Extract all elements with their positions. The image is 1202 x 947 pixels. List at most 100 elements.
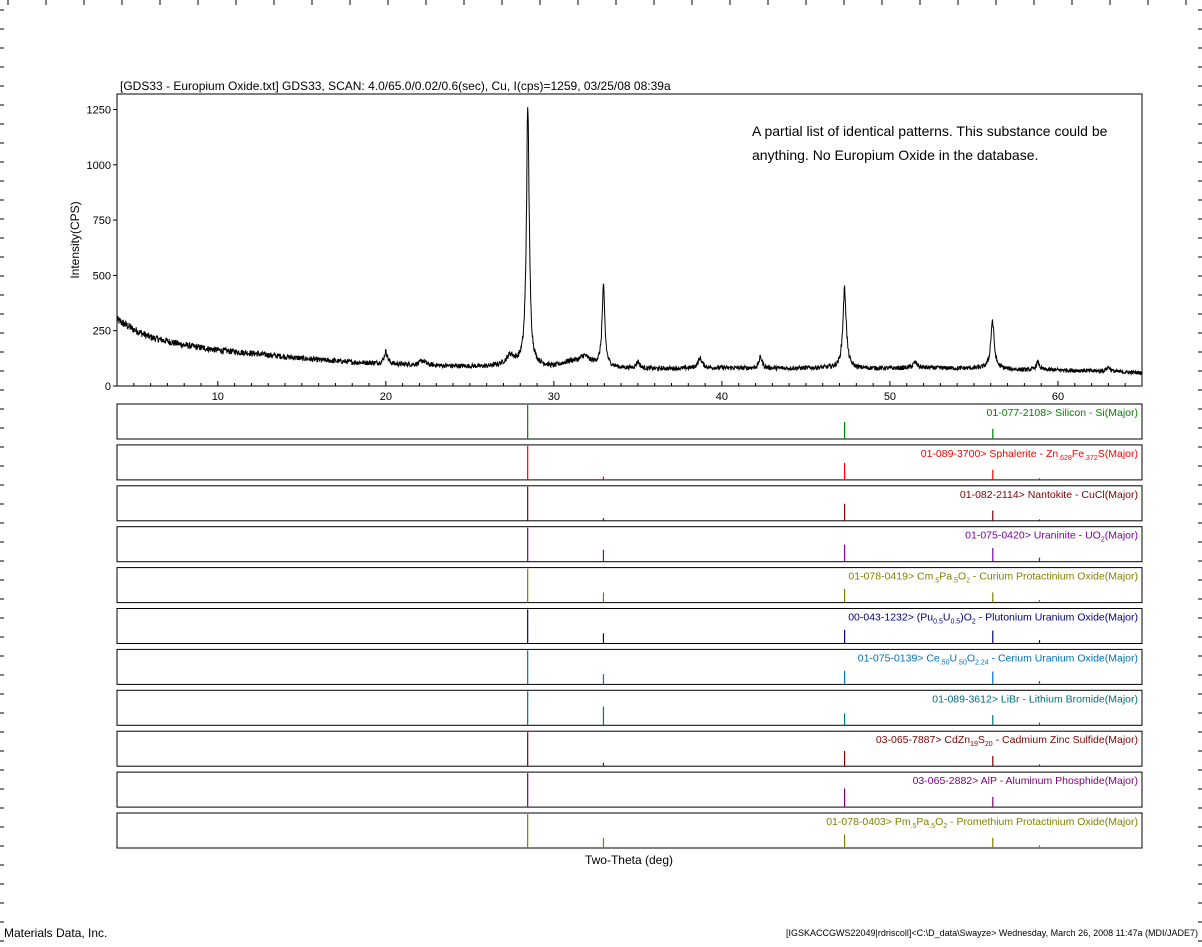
x-tick-label: 60 (1052, 391, 1064, 403)
reference-label-part: O (958, 571, 966, 583)
reference-label: 01-089-3612> LiBr - Lithium Bromide(Majo… (932, 693, 1138, 705)
y-axis-ticks: 0 250 500 750 1000 1250 (87, 104, 117, 393)
reference-pattern-panel: 03-065-7887> CdZn19S20 - Cadmium Zinc Su… (116, 730, 1143, 767)
reference-label: 01-078-0403> Pm.5Pa.5O2 - Promethium Pro… (826, 816, 1138, 830)
reference-label-part: .372 (1084, 455, 1098, 462)
x-tick-label: 50 (884, 391, 896, 403)
reference-label-part: - Plutonium Uranium Oxide(Major) (976, 612, 1138, 624)
reference-patterns: 01-077-2108> Silicon - Si(Major) 01-089-3… (116, 403, 1143, 849)
reference-label-part: 01-078-0419> Cm (848, 571, 933, 583)
reference-label: 00-043-1232> (Pu0.5U0.5)O2 - Plutonium U… (848, 612, 1138, 626)
reference-label-part: 03-065-2882> AlP - Aluminum Phosphide(Ma… (913, 775, 1138, 787)
reference-label-part: 20 (985, 741, 993, 748)
reference-pattern-panel: 01-075-0139> Ce.50U.50O2.24 - Cerium Ura… (116, 648, 1143, 685)
reference-label-part: 01-082-2114> Nantokite - CuCl(Major) (960, 489, 1138, 501)
reference-panel-frame (116, 567, 1143, 604)
reference-label-part: O (935, 816, 943, 828)
reference-label-part: .628 (1058, 455, 1072, 462)
reference-label-part: 0.5 (933, 619, 943, 626)
reference-panel-frame (116, 526, 1143, 563)
reference-panel-frame (116, 485, 1143, 522)
reference-label-part: 01-077-2108> Silicon - Si(Major) (987, 407, 1138, 419)
reference-label: 01-089-3700> Sphalerite - Zn.628Fe.372S(… (921, 448, 1138, 462)
reference-label: 03-065-7887> CdZn19S20 - Cadmium Zinc Su… (876, 734, 1138, 748)
reference-panel-frame (116, 771, 1143, 808)
reference-pattern-panel: 01-089-3612> LiBr - Lithium Bromide(Majo… (116, 689, 1143, 726)
reference-label-part: )O (960, 612, 972, 624)
reference-label: 01-082-2114> Nantokite - CuCl(Major) (960, 489, 1138, 501)
reference-label-part: 2 (1101, 537, 1105, 544)
y-axis-label: Intensity(CPS) (68, 201, 82, 278)
reference-pattern-panel: 01-075-0420> Uraninite - UO2(Major) (116, 526, 1143, 563)
reference-label-part: .5 (952, 578, 958, 585)
reference-pattern-panel: 01-089-3700> Sphalerite - Zn.628Fe.372S(… (116, 444, 1143, 481)
reference-panel-frame (116, 403, 1143, 440)
reference-label-part: .50 (940, 659, 950, 666)
reference-panel-frame (116, 648, 1143, 685)
reference-panel-frame (116, 608, 1143, 644)
reference-label-part: .50 (957, 659, 967, 666)
reference-label-part: .5 (911, 823, 917, 830)
reference-pattern-panel: 01-077-2108> Silicon - Si(Major) (116, 403, 1143, 440)
y-tick-label: 250 (93, 326, 111, 338)
reference-label-part: .5 (933, 578, 939, 585)
reference-label-part: - Cadmium Zinc Sulfide(Major) (993, 734, 1138, 746)
y-tick-label: 500 (93, 270, 111, 282)
x-axis-label: Two-Theta (deg) (585, 853, 673, 867)
reference-pattern-panel: 03-065-2882> AlP - Aluminum Phosphide(Ma… (116, 771, 1143, 808)
y-tick-label: 1000 (87, 160, 111, 172)
reference-label-part: 19 (970, 741, 978, 748)
y-tick-label: 1250 (87, 104, 111, 116)
reference-panel-frame (116, 730, 1143, 767)
reference-label-part: 2 (972, 619, 976, 626)
annotation-line-1: A partial list of identical patterns. Th… (752, 123, 1108, 139)
reference-label-part: 01-075-0139> Ce (858, 652, 940, 664)
reference-label-part: 03-065-7887> CdZn (876, 734, 970, 746)
reference-label-part: (Major) (1105, 530, 1138, 542)
y-tick-label: 750 (93, 215, 111, 227)
reference-label-part: U (943, 612, 951, 624)
reference-label-part: Fe (1072, 448, 1084, 460)
reference-panel-frame (116, 812, 1143, 849)
x-tick-label: 40 (716, 391, 728, 403)
x-tick-label: 20 (380, 391, 392, 403)
xrd-intensity-trace (116, 107, 1143, 376)
footer-path-info: [IGSKACCGWS22049|rdriscoll]<C:\D_data\Sw… (785, 928, 1198, 938)
annotation-line-2: anything. No Europium Oxide in the datab… (752, 147, 1038, 163)
reference-label-part: S(Major) (1098, 448, 1138, 460)
reference-label-part: 01-089-3700> Sphalerite - Zn (921, 448, 1059, 460)
reference-pattern-panel: 01-078-0403> Pm.5Pa.5O2 - Promethium Pro… (116, 812, 1143, 849)
reference-label: 01-078-0419> Cm.5Pa.5O2 - Curium Protact… (848, 571, 1138, 585)
reference-label-part: U (950, 652, 958, 664)
reference-label-part: O (967, 652, 975, 664)
reference-panel-frame (116, 444, 1143, 481)
reference-label: 03-065-2882> AlP - Aluminum Phosphide(Ma… (913, 775, 1138, 787)
reference-label-part: 2.24 (975, 659, 989, 666)
reference-pattern-panel: 00-043-1232> (Pu0.5U0.5)O2 - Plutonium U… (116, 608, 1143, 644)
reference-label: 01-077-2108> Silicon - Si(Major) (987, 407, 1138, 419)
x-axis-ticks: 10 20 30 40 50 60 (133, 381, 1143, 403)
reference-label-part: 2 (966, 578, 970, 585)
reference-label-part: .5 (929, 823, 935, 830)
chart-title: [GDS33 - Europium Oxide.txt] GDS33, SCAN… (120, 79, 671, 93)
reference-label: 01-075-0139> Ce.50U.50O2.24 - Cerium Ura… (858, 652, 1138, 666)
x-tick-label: 10 (212, 391, 224, 403)
reference-label-part: Pa (939, 571, 952, 583)
reference-label-part: - Promethium Protactinium Oxide(Major) (947, 816, 1138, 828)
reference-pattern-panel: 01-082-2114> Nantokite - CuCl(Major) (116, 485, 1143, 522)
reference-label: 01-075-0420> Uraninite - UO2(Major) (965, 530, 1138, 544)
x-tick-label: 30 (548, 391, 560, 403)
reference-label-part: 01-078-0403> Pm (826, 816, 911, 828)
y-tick-label: 0 (105, 381, 111, 393)
reference-label-part: 01-089-3612> LiBr - Lithium Bromide(Majo… (932, 693, 1138, 705)
reference-label-part: Pa (916, 816, 929, 828)
reference-pattern-panel: 01-078-0419> Cm.5Pa.5O2 - Curium Protact… (116, 567, 1143, 604)
reference-label-part: - Curium Protactinium Oxide(Major) (970, 571, 1138, 583)
reference-label-part: S (978, 734, 985, 746)
reference-panel-frame (116, 689, 1143, 726)
reference-label-part: 01-075-0420> Uraninite - UO (965, 530, 1101, 542)
reference-label-part: 0.5 (950, 619, 960, 626)
